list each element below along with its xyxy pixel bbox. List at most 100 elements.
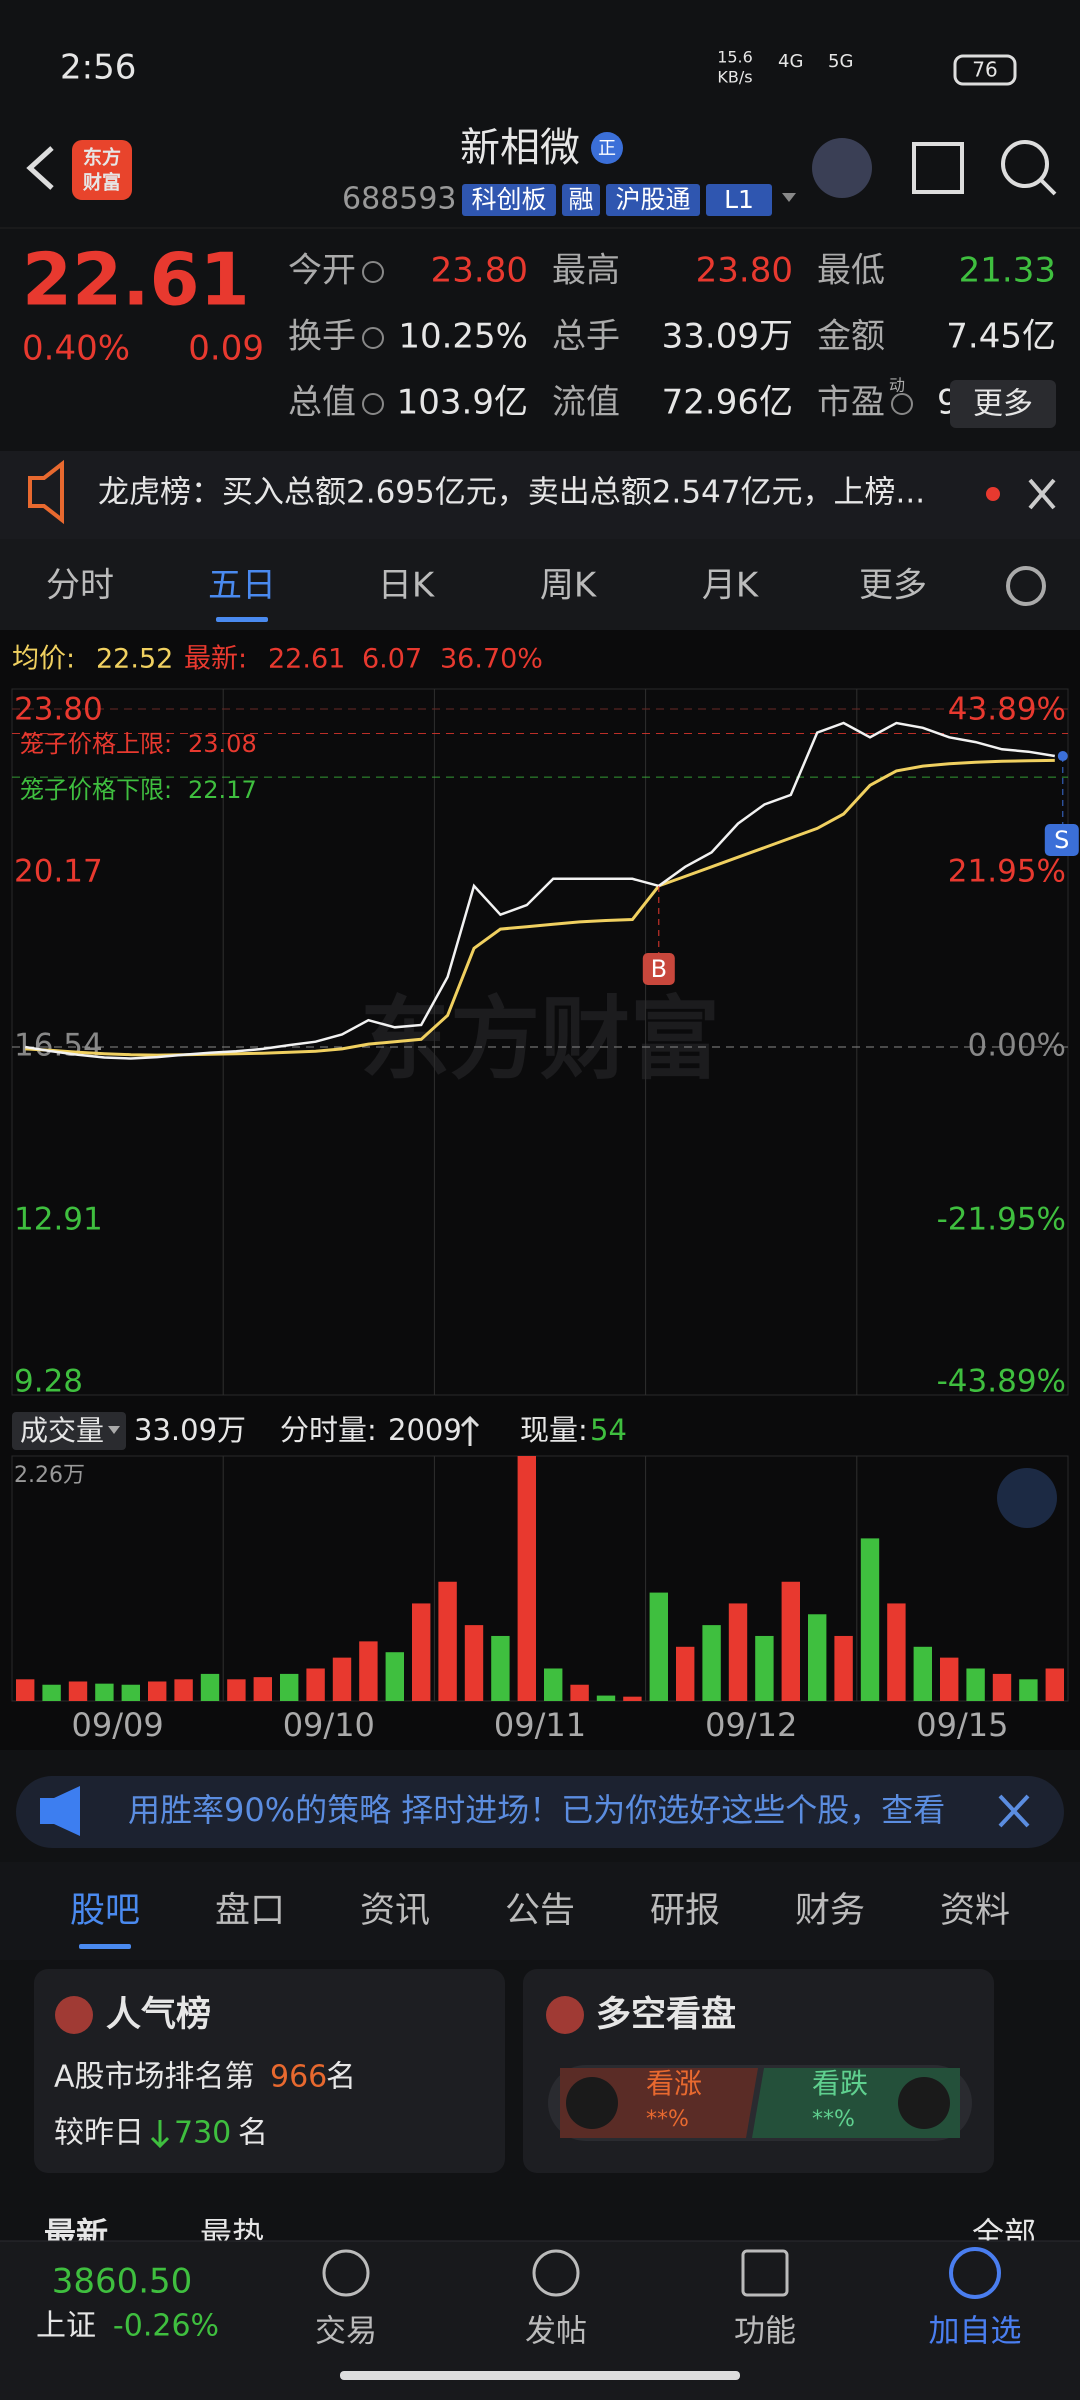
limit-value: 23.08	[188, 730, 257, 758]
down-arrow	[150, 2120, 170, 2149]
index-name: 上证	[36, 2309, 96, 2344]
notice-bar[interactable]	[0, 451, 1080, 539]
price-line	[24, 721, 1056, 1060]
tag: 融	[568, 185, 593, 214]
volume-bar	[95, 1683, 114, 1701]
sell-marker-bg	[1044, 824, 1079, 856]
settings-icon[interactable]	[1006, 566, 1046, 606]
info-icon[interactable]	[362, 327, 384, 349]
latest-percent: 36.70%	[440, 644, 543, 675]
search-icon[interactable]	[1001, 140, 1049, 188]
bear-value: **%	[812, 2107, 855, 2132]
status-time: 2:56	[60, 48, 136, 88]
tag: L1	[724, 185, 754, 214]
subtab[interactable]: 资料	[940, 1891, 1010, 1931]
subtab[interactable]: 盘口	[215, 1891, 285, 1931]
limit-label: 笼子价格下限:	[20, 776, 172, 804]
banner-text[interactable]: 用胜率90%的策略 择时进场！已为你选好这些个股，查看	[128, 1791, 945, 1829]
volume-bar	[834, 1635, 853, 1701]
volume-selector[interactable]	[12, 1412, 126, 1450]
nav-icon[interactable]	[322, 2249, 370, 2297]
tag-bg	[462, 184, 556, 216]
latest-label: 最新:	[184, 644, 247, 675]
back-button[interactable]	[26, 146, 54, 190]
share-icon[interactable]	[912, 142, 964, 194]
y2-tick-label: 0.00%	[968, 1028, 1066, 1064]
volume-bar	[42, 1684, 61, 1701]
bull-button[interactable]	[566, 2077, 618, 2129]
bear-label: 看跌	[812, 2067, 868, 2100]
subtab[interactable]: 股吧	[70, 1891, 140, 1931]
field-note: 动	[889, 376, 905, 395]
subtab[interactable]: 研报	[650, 1891, 720, 1931]
tab[interactable]: 五日	[208, 566, 276, 606]
dropdown-arrow[interactable]	[782, 193, 796, 202]
card-title: 多空看盘	[596, 1994, 736, 2035]
bear-button[interactable]	[898, 2077, 950, 2129]
nav-item[interactable]: 发帖	[525, 2314, 587, 2350]
volume-bar	[200, 1673, 220, 1701]
notice-close[interactable]	[1028, 478, 1056, 510]
tab[interactable]: 月K	[702, 566, 760, 606]
y-tick-label: 16.54	[14, 1028, 103, 1064]
banner[interactable]	[16, 1776, 1064, 1848]
notice-text[interactable]: 龙虎榜：买入总额2.695亿元，卖出总额2.547亿元，上榜...	[98, 475, 925, 511]
index-value[interactable]: 3860.50	[52, 2262, 193, 2302]
info-icon[interactable]	[891, 393, 913, 415]
subtab[interactable]: 公告	[505, 1891, 575, 1931]
nav-icon[interactable]	[532, 2249, 580, 2297]
tag: 科创板	[471, 185, 546, 214]
tab[interactable]: 分时	[46, 566, 114, 606]
tag-bg	[606, 184, 700, 216]
volume-bar	[676, 1646, 695, 1701]
banner-close[interactable]	[998, 1794, 1030, 1828]
buy-marker: B	[651, 955, 667, 983]
volume-bar	[887, 1603, 906, 1701]
volume-bar	[306, 1668, 325, 1701]
logo-text: 东方	[83, 146, 121, 169]
info-icon[interactable]	[362, 261, 384, 283]
more-button[interactable]	[950, 380, 1056, 428]
more-label: 更多	[973, 387, 1033, 422]
volume-bar	[68, 1681, 88, 1701]
volume-bar	[808, 1614, 827, 1701]
volume-bar	[570, 1684, 589, 1701]
tab[interactable]: 周K	[540, 566, 598, 606]
volume-bar	[121, 1684, 140, 1701]
field-label: 最低	[817, 251, 885, 291]
volume-bar	[1045, 1668, 1064, 1701]
search-icon-handle	[1039, 178, 1057, 196]
popularity-icon	[55, 1996, 93, 2034]
subtab[interactable]: 财务	[795, 1891, 865, 1931]
chart-area	[0, 630, 1080, 1750]
volume-bar	[491, 1635, 510, 1701]
volume-bar	[385, 1652, 404, 1701]
expand-button[interactable]	[997, 1468, 1057, 1528]
field-label: 换手	[288, 317, 356, 357]
volume-bar	[992, 1673, 1012, 1701]
volume-bar	[623, 1696, 642, 1701]
x-tick-label: 09/11	[494, 1706, 586, 1744]
info-icon[interactable]	[362, 393, 384, 415]
robot-icon[interactable]	[812, 138, 872, 198]
network-type: 5G	[828, 51, 853, 72]
subtab[interactable]: 资讯	[360, 1891, 430, 1931]
nav-item[interactable]: 功能	[734, 2314, 796, 2350]
tab[interactable]: 日K	[378, 566, 436, 606]
nav-item[interactable]: 交易	[315, 2314, 377, 2350]
tab-underline	[216, 617, 268, 622]
nav-icon[interactable]	[741, 2249, 789, 2297]
field-label: 最高	[552, 251, 620, 291]
tag: 沪股通	[615, 185, 690, 214]
net-speed-unit: KB/s	[717, 68, 752, 87]
volume-bar	[596, 1695, 616, 1701]
popularity-card[interactable]	[34, 1969, 505, 2173]
volume-bar	[16, 1679, 35, 1701]
volume-bar	[517, 1456, 536, 1701]
change-percent: 0.40%	[22, 329, 130, 369]
tab[interactable]: 更多	[859, 566, 927, 606]
battery-level: 76	[972, 58, 997, 82]
nav-item[interactable]: 加自选	[929, 2314, 1022, 2350]
latest-value: 22.61	[268, 644, 345, 675]
add-icon[interactable]	[949, 2247, 1001, 2299]
